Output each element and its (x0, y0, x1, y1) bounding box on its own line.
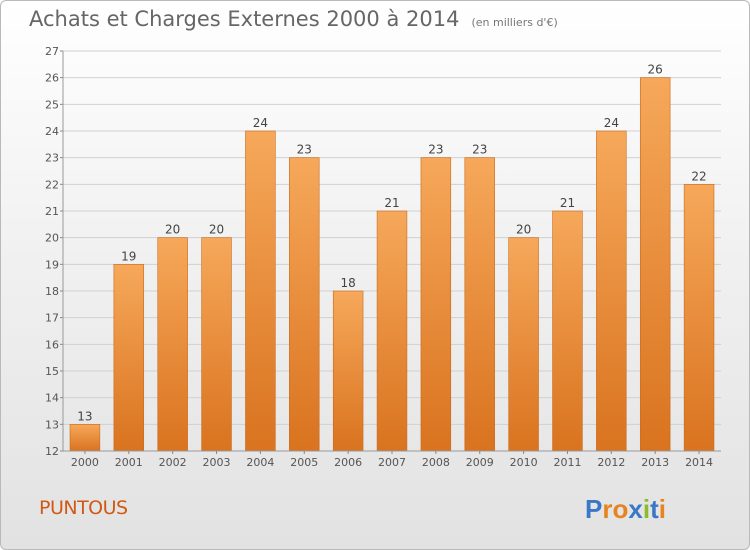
bar-value-label: 24 (253, 116, 268, 130)
x-tick-label: 2009 (466, 456, 494, 469)
bar-value-label: 19 (121, 249, 136, 263)
x-tick-label: 2006 (334, 456, 362, 469)
y-tick-label: 22 (45, 178, 59, 191)
y-tick-label: 14 (45, 392, 59, 405)
y-tick-label: 19 (45, 258, 59, 271)
x-tick-label: 2013 (641, 456, 669, 469)
svg-text:Proxiti: Proxiti (585, 494, 666, 524)
x-tick-label: 2012 (597, 456, 625, 469)
bar (596, 130, 627, 452)
bar (552, 210, 583, 452)
x-tick-label: 2005 (290, 456, 318, 469)
y-tick-label: 17 (45, 312, 59, 325)
y-tick-label: 13 (45, 418, 59, 431)
bar (69, 424, 101, 452)
x-tick-label: 2000 (71, 456, 99, 469)
chart-unit: (en milliers d'€) (471, 16, 558, 29)
bar (332, 290, 364, 452)
x-tick-label: 2004 (246, 456, 274, 469)
x-tick-label: 2011 (553, 456, 581, 469)
y-tick-label: 18 (45, 285, 59, 298)
bar-value-label: 21 (560, 196, 575, 210)
x-tick-label: 2002 (159, 456, 187, 469)
bar (113, 264, 145, 452)
bar-value-label: 20 (165, 223, 180, 237)
bar (376, 210, 408, 452)
chart-title-text: Achats et Charges Externes 2000 à 2014 (29, 7, 460, 31)
y-tick-label: 16 (45, 338, 59, 351)
bar (508, 237, 539, 452)
bar-value-label: 18 (340, 276, 355, 290)
y-tick-label: 27 (45, 45, 59, 58)
y-tick-label: 20 (45, 232, 59, 245)
y-tick-label: 26 (45, 72, 59, 85)
x-tick-label: 2010 (510, 456, 538, 469)
y-tick-label: 12 (45, 445, 59, 458)
bar-value-label: 22 (691, 169, 706, 183)
bar-value-label: 23 (297, 143, 312, 157)
x-tick-label: 2001 (115, 456, 143, 469)
bar (289, 157, 320, 452)
bar-value-label: 13 (77, 409, 92, 423)
bar-value-label: 23 (472, 143, 487, 157)
x-tick-label: 2003 (203, 456, 231, 469)
x-tick-label: 2008 (422, 456, 450, 469)
commune-name: PUNTOUS (39, 497, 128, 519)
y-tick-label: 24 (45, 125, 59, 138)
bar (420, 157, 452, 452)
bar (201, 237, 232, 452)
y-tick-label: 25 (45, 98, 59, 111)
bar (639, 77, 671, 452)
x-tick-label: 2007 (378, 456, 406, 469)
chart-title: Achats et Charges Externes 2000 à 2014 (e… (29, 7, 558, 31)
proxiti-logo: Proxiti (585, 494, 666, 524)
bar-value-label: 20 (209, 223, 224, 237)
bar-value-label: 26 (648, 63, 663, 77)
bar-value-label: 23 (428, 143, 443, 157)
bar (464, 157, 495, 452)
y-tick-label: 15 (45, 365, 59, 378)
bar-value-label: 21 (384, 196, 399, 210)
bar (245, 130, 276, 452)
bar-value-label: 20 (516, 223, 531, 237)
x-tick-label: 2014 (685, 456, 713, 469)
bar (157, 237, 188, 452)
bar (683, 184, 715, 452)
y-tick-label: 21 (45, 205, 59, 218)
y-tick-label: 23 (45, 152, 59, 165)
bar-value-label: 24 (604, 116, 619, 130)
